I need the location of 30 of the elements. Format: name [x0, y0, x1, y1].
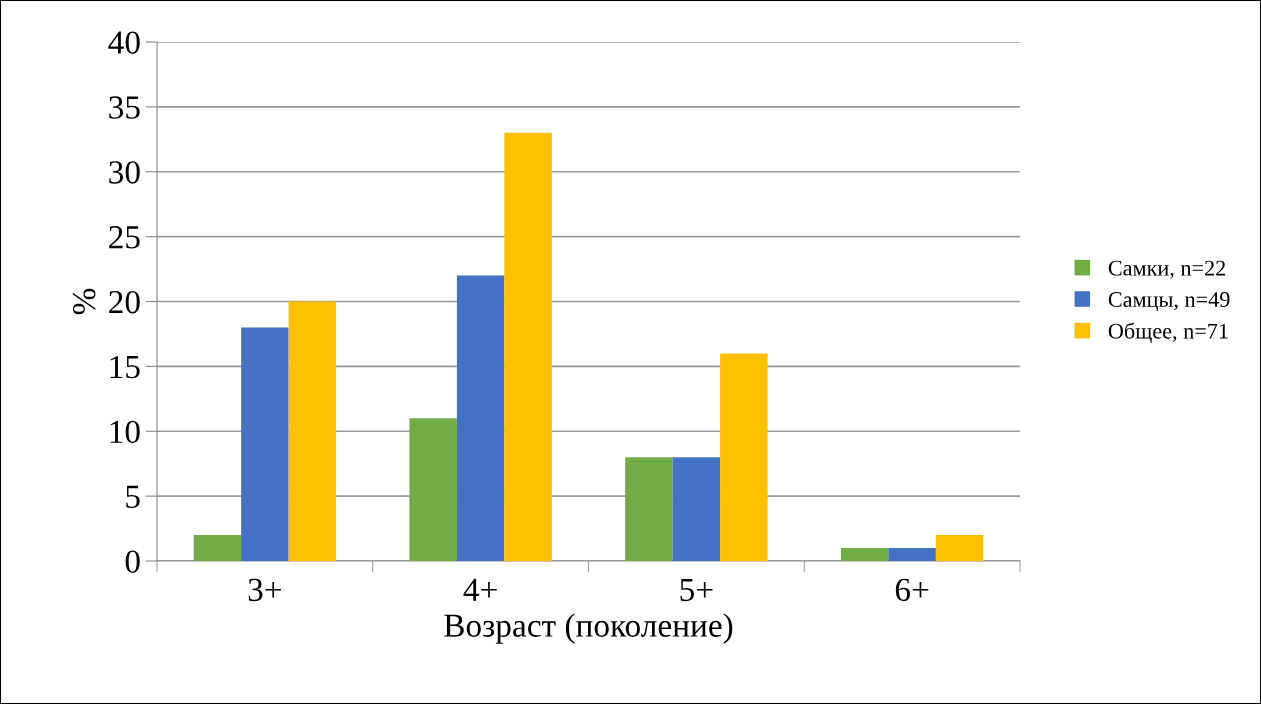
bar — [888, 548, 936, 561]
y-axis-title: % — [72, 288, 96, 315]
y-tick-label: 0 — [125, 550, 140, 573]
y-tick-label: 25 — [109, 226, 140, 249]
x-tick-label: 4+ — [463, 578, 497, 601]
legend-label: Общее, n=71 — [1108, 322, 1228, 344]
bar — [625, 457, 673, 561]
x-tick-label: 3+ — [248, 578, 281, 602]
y-tick-label: 35 — [109, 96, 140, 119]
bar — [241, 327, 289, 561]
bar — [193, 535, 242, 561]
bar — [720, 353, 768, 561]
y-tick-label: 15 — [110, 355, 140, 379]
bar — [840, 548, 889, 561]
bar — [409, 418, 457, 561]
bar — [288, 301, 337, 561]
bar — [504, 132, 552, 561]
bar — [456, 275, 505, 561]
y-tick-label: 40 — [108, 31, 140, 54]
x-axis-title: Возраст (поколение) — [444, 613, 733, 644]
y-tick-label: 20 — [109, 290, 140, 314]
y-tick-label: 30 — [109, 161, 140, 184]
legend-label: Самцы, n=49 — [1108, 292, 1230, 312]
x-tick-label: 6+ — [895, 578, 929, 602]
x-tick-label: 5+ — [680, 578, 713, 602]
y-tick-label: 5 — [126, 485, 140, 509]
bar — [935, 535, 984, 561]
y-tick-label: 10 — [110, 420, 140, 444]
legend-label: Самки, n=22 — [1108, 260, 1226, 279]
bar — [672, 457, 721, 561]
